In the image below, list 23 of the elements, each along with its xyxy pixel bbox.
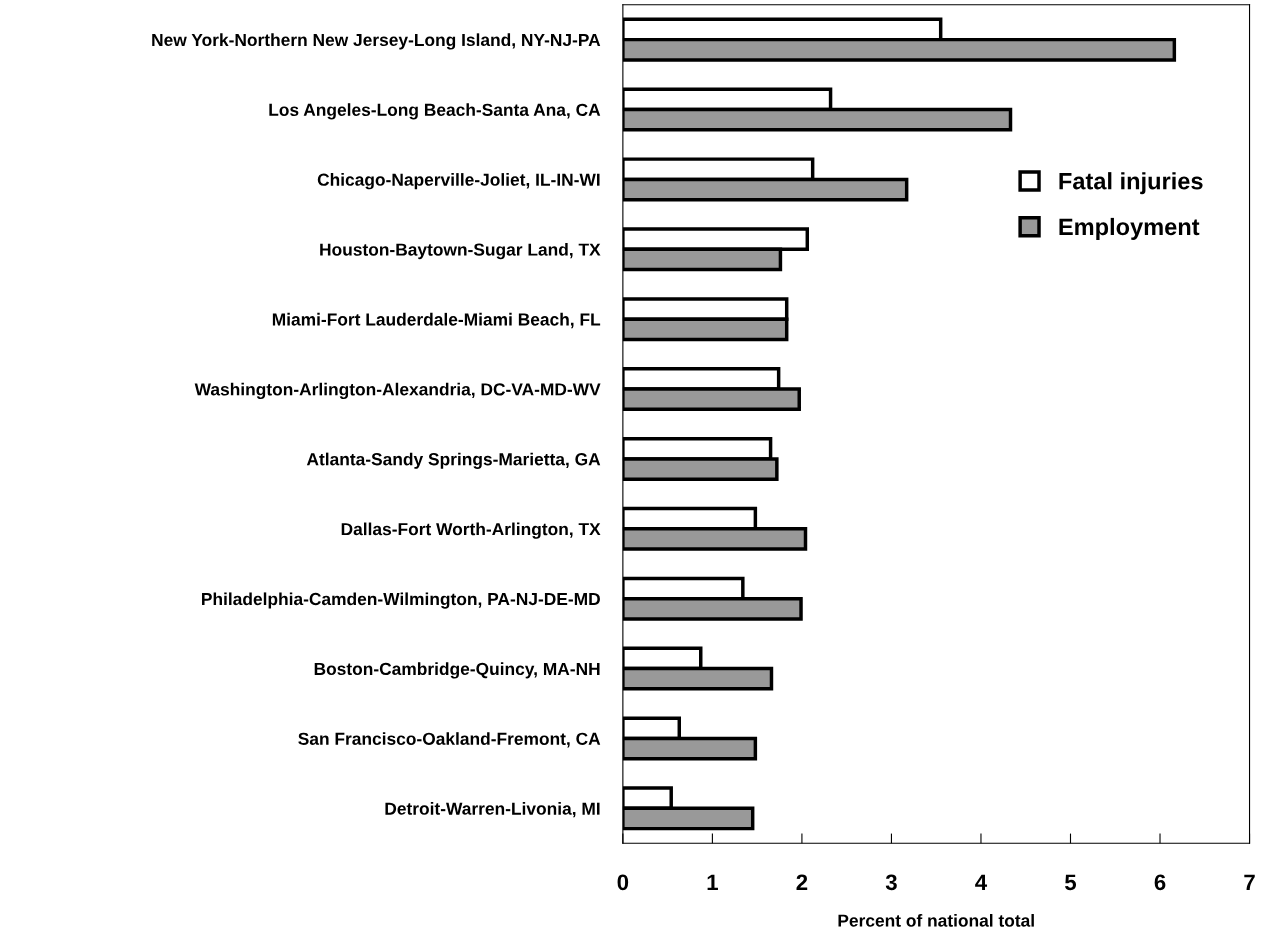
y-tick-label: Boston-Cambridge-Quincy, MA-NH xyxy=(314,662,600,679)
x-tick-label: 2 xyxy=(796,874,808,890)
y-tick-label: New York-Northern New Jersey-Long Island, NY-NJ-PA xyxy=(152,33,601,50)
y-tick-label: Detroit-Warren-Livonia, MI xyxy=(385,802,600,818)
legend-label: Employment xyxy=(1059,217,1200,240)
x-axis-title: Percent of national total xyxy=(838,914,1034,927)
x-tick-label: 6 xyxy=(1154,874,1166,891)
y-tick-label: Houston-Baytown-Sugar Land, TX xyxy=(320,242,601,260)
y-tick-label: San Francisco-Oakland-Fremont, CA xyxy=(298,732,601,748)
legend-label: Fatal injuries xyxy=(1059,172,1203,195)
x-tick-label: 7 xyxy=(1244,874,1255,890)
x-tick-label: 0 xyxy=(617,874,629,891)
y-tick-label: Dallas-Fort Worth-Arlington, TX xyxy=(341,522,601,539)
x-tick-label: 3 xyxy=(885,874,897,891)
y-tick-label: Philadelphia-Camden-Wilmington, PA-NJ-DE-MD xyxy=(202,592,600,609)
y-tick-label: Atlanta-Sandy Springs-Marietta, GA xyxy=(306,452,601,469)
y-tick-label: Miami-Fort Lauderdale-Miami Beach, FL xyxy=(272,312,601,329)
x-tick-label: 5 xyxy=(1065,874,1077,891)
x-tick-label: 1 xyxy=(707,874,718,890)
y-tick-label: Washington-Arlington-Alexandria, DC-VA-MD-WV xyxy=(194,382,601,400)
x-tick-label: 4 xyxy=(975,874,988,890)
y-tick-label: Los Angeles-Long Beach-Santa Ana, CA xyxy=(269,103,601,120)
y-tick-label: Chicago-Naperville-Joliet, IL-IN-WI xyxy=(317,173,600,190)
